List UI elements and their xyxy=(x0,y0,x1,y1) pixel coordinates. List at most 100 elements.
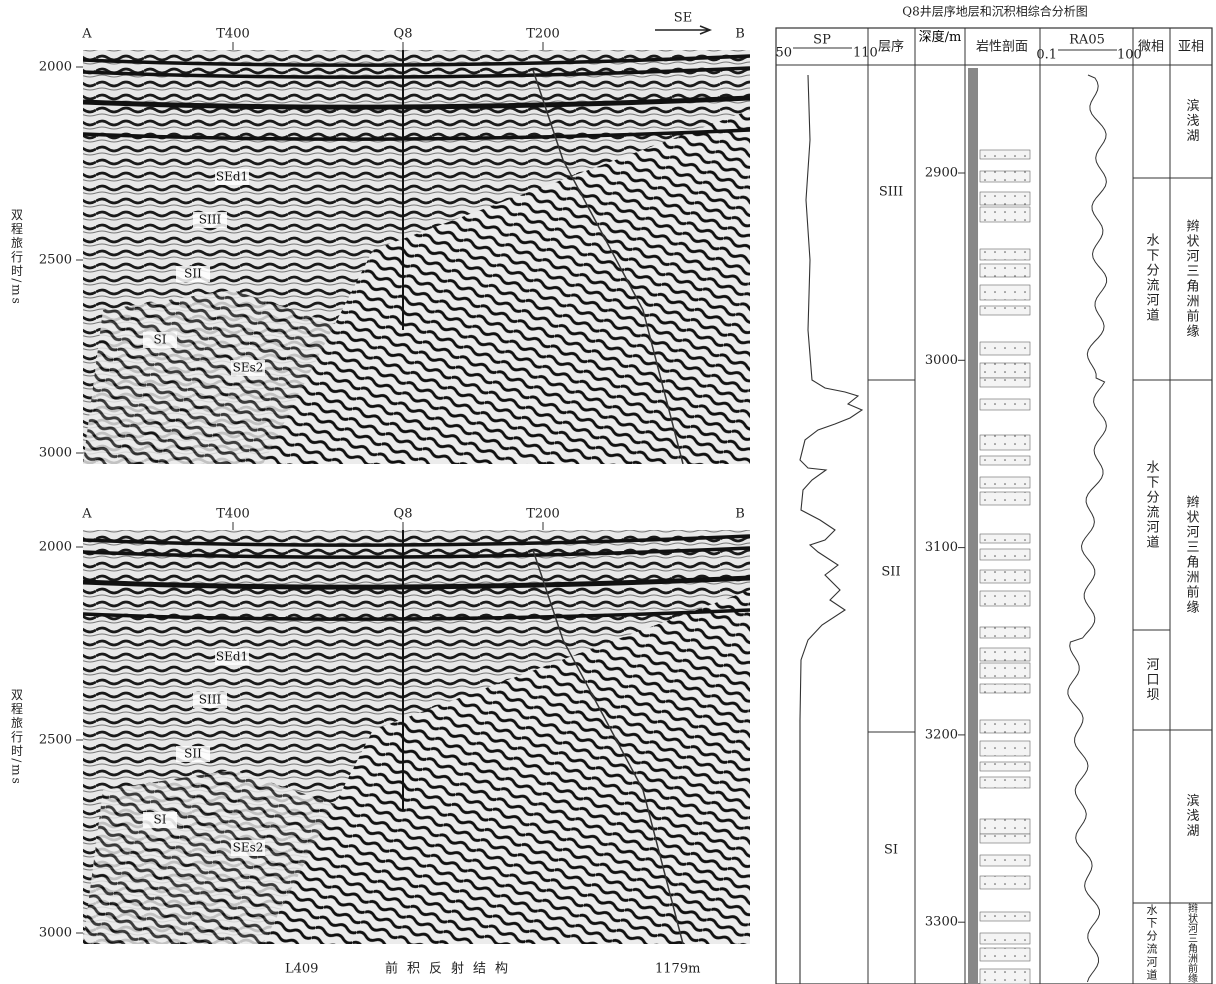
sequence-header: 层序 xyxy=(878,40,904,55)
horizon-label: SEs2 xyxy=(233,361,264,375)
horizon-label: SII xyxy=(184,747,202,761)
line-name: L409 xyxy=(285,962,318,977)
horizon-label: SIII xyxy=(199,213,222,227)
horizon-label-bg xyxy=(143,332,177,348)
y-tick-label: 3000 xyxy=(39,926,72,941)
section-label: T400 xyxy=(216,507,249,522)
microfacies-label: 水下分流河道 xyxy=(1144,233,1160,323)
lithology-sand xyxy=(979,305,1031,316)
seismic-sections: A T400 Q8 T200 B SE 2000 2500 3000 双程旅行时/ms SEd1 SI… xyxy=(10,11,750,944)
lithology-sand xyxy=(979,362,1031,379)
lithology-sand xyxy=(979,854,1031,867)
lithology-sand xyxy=(979,377,1031,388)
horizon-label-bg xyxy=(176,266,210,282)
lithology-sand xyxy=(979,398,1031,411)
ra-max: 100 xyxy=(1117,48,1142,63)
fault xyxy=(532,549,684,944)
depth-header-box: 深度/m xyxy=(918,30,962,45)
lithology-sand xyxy=(979,149,1031,160)
sp-curve xyxy=(799,74,864,984)
strong-reflector xyxy=(83,66,750,79)
y-axis-label: 双程旅行时/ms xyxy=(10,208,24,306)
lithology-sand xyxy=(979,284,1031,301)
lithology-sand xyxy=(979,740,1031,757)
horizon-label-bg xyxy=(215,169,249,185)
y-axis-label: 双程旅行时/ms xyxy=(10,688,24,786)
lithology-sand xyxy=(979,476,1031,489)
lithology-sand xyxy=(979,833,1031,844)
horizon-label-bg xyxy=(231,360,265,376)
well-panel: Q8井层序地层和沉积相综合分析图 SP 50 110 层序 深度/m 岩性剖面 … xyxy=(775,4,1213,984)
lithology-sand xyxy=(979,647,1031,662)
caption: 前积反射结构 xyxy=(385,961,517,977)
y-tick-label: 2500 xyxy=(39,733,72,748)
seismic-image xyxy=(83,530,750,944)
section-label: B xyxy=(735,27,745,42)
strong-reflector xyxy=(83,128,750,141)
lithology-sand xyxy=(979,590,1031,607)
section-label: T400 xyxy=(216,27,249,42)
subfacies-label: 滨浅湖 xyxy=(1184,793,1200,839)
lithology-shale xyxy=(968,68,978,984)
seismic-section: A T400 Q8 T200 B 2000 2500 3000 双程旅行时/ms SEd1 SIII… xyxy=(10,507,750,944)
lithology-sand xyxy=(979,776,1031,789)
subfacies-label: 滨浅湖 xyxy=(1184,98,1200,144)
lithology-sand xyxy=(979,533,1031,544)
ra-curve xyxy=(1067,74,1108,983)
depth-header: 深度/m xyxy=(918,30,962,45)
sequence-label: SIII xyxy=(879,185,903,200)
section-label: Q8 xyxy=(394,27,413,42)
y-tick-label: 2000 xyxy=(39,540,72,555)
strong-reflector xyxy=(83,95,750,110)
lithology-sand xyxy=(979,626,1031,639)
dipping-reflectors xyxy=(263,110,750,464)
horizon-label-bg xyxy=(176,746,210,762)
microfacies-label: 河口坝 xyxy=(1144,658,1160,703)
depth-tick-label: 3100 xyxy=(925,540,958,555)
lithology-header: 岩性剖面 xyxy=(976,40,1028,55)
strong-reflector xyxy=(83,608,750,621)
section-label: Q8 xyxy=(394,507,413,522)
y-tick-label: 3000 xyxy=(39,446,72,461)
sp-min: 50 xyxy=(775,46,792,61)
fault xyxy=(532,69,684,464)
lithology-sand xyxy=(979,968,1031,984)
lithology-sand xyxy=(979,932,1031,945)
section-label: B xyxy=(735,507,745,522)
lithology-sand xyxy=(979,170,1031,183)
microfacies-label: 水下分流河道 xyxy=(1145,904,1158,982)
scale-length: 1179m xyxy=(655,962,700,977)
depth-tick-label: 2900 xyxy=(925,166,958,181)
lithology-sand xyxy=(979,491,1031,506)
lithology-sand xyxy=(979,455,1031,466)
lithology-sand xyxy=(979,191,1031,206)
depth-tick-label: 3200 xyxy=(925,727,958,742)
sp-max: 110 xyxy=(853,46,878,61)
horizon-label: SIII xyxy=(199,693,222,707)
lithology-sand xyxy=(979,569,1031,584)
lithology-sand xyxy=(979,662,1031,679)
ra-min: 0.1 xyxy=(1036,48,1057,63)
lithology-sand xyxy=(979,248,1031,261)
y-tick-label: 2000 xyxy=(39,60,72,75)
horizon-label: SI xyxy=(154,813,167,827)
strong-reflector xyxy=(83,575,750,590)
horizon-label: SEd1 xyxy=(216,650,248,664)
lithology-sand xyxy=(979,818,1031,835)
column-lines xyxy=(793,28,1212,984)
lithology-sand xyxy=(979,911,1031,922)
horizon-label-bg xyxy=(231,840,265,856)
sequence-label: SII xyxy=(881,565,900,580)
dipping-reflectors xyxy=(263,590,750,944)
horizon-label-bg xyxy=(193,212,227,228)
strong-reflector xyxy=(83,54,750,67)
seismic-section: A T400 Q8 T200 B SE 2000 2500 3000 双程旅行时/ms SEd1 SI… xyxy=(10,11,750,464)
subfacies-label: 辫状河三角洲前缘 xyxy=(1184,219,1200,339)
horizon-label: SI xyxy=(154,333,167,347)
section-label: A xyxy=(81,27,92,42)
microfacies-label: 水下分流河道 xyxy=(1144,460,1160,550)
lithology-sand xyxy=(979,434,1031,451)
lithology-sand xyxy=(979,875,1031,890)
horizon-label-bg xyxy=(143,812,177,828)
